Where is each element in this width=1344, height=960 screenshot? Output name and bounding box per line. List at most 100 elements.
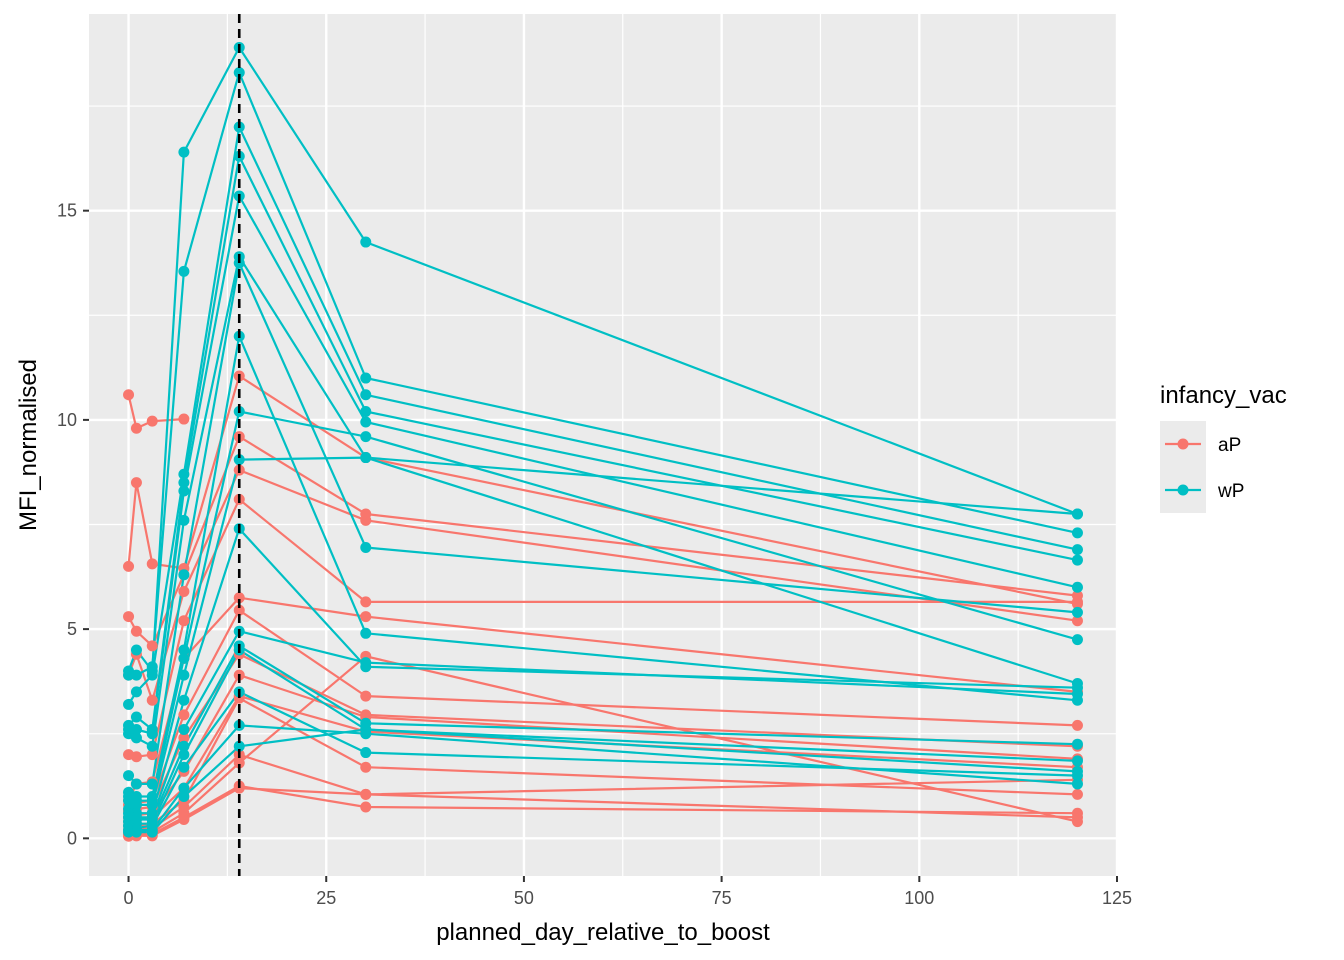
data-point-wP <box>178 265 190 277</box>
x-axis: 0 25 50 75 100 125 <box>124 876 1132 908</box>
data-point-aP <box>1071 719 1083 731</box>
data-point-aP <box>360 611 372 623</box>
data-point-wP <box>1071 688 1083 700</box>
data-point-aP <box>360 788 372 800</box>
data-point-wP <box>123 770 135 782</box>
data-point-wP <box>360 747 372 759</box>
data-point-wP <box>130 826 142 838</box>
data-point-wP <box>178 569 190 581</box>
data-point-aP <box>130 751 142 763</box>
data-point-wP <box>146 728 158 740</box>
data-point-wP <box>146 799 158 811</box>
data-point-aP <box>233 782 245 794</box>
legend-key-point <box>1177 438 1189 450</box>
data-point-aP <box>130 625 142 637</box>
data-point-wP <box>360 542 372 554</box>
data-point-wP <box>360 236 372 248</box>
data-point-wP <box>360 406 372 418</box>
data-point-aP <box>146 558 158 570</box>
data-point-wP <box>360 431 372 443</box>
data-point-wP <box>178 652 190 664</box>
data-point-wP <box>1071 755 1083 767</box>
data-point-wP <box>123 698 135 710</box>
x-tick-label: 75 <box>712 888 732 908</box>
data-point-aP <box>146 694 158 706</box>
data-point-aP <box>233 592 245 604</box>
data-point-wP <box>233 740 245 752</box>
data-point-aP <box>1071 816 1083 828</box>
data-point-wP <box>360 627 372 639</box>
data-point-aP <box>233 604 245 616</box>
data-point-wP <box>178 724 190 736</box>
x-tick-label: 25 <box>316 888 336 908</box>
data-point-wP <box>178 146 190 158</box>
data-point-wP <box>360 657 372 669</box>
data-point-wP <box>1071 527 1083 539</box>
series-points <box>123 41 1083 842</box>
legend-key-point <box>1177 484 1189 496</box>
data-point-aP <box>360 596 372 608</box>
data-point-wP <box>360 372 372 384</box>
data-point-wP <box>360 416 372 428</box>
x-tick-label: 125 <box>1102 888 1132 908</box>
data-point-wP <box>123 826 135 838</box>
data-point-aP <box>123 389 135 401</box>
x-tick-label: 50 <box>514 888 534 908</box>
y-tick-label: 10 <box>57 410 77 430</box>
data-point-wP <box>1071 581 1083 593</box>
data-point-wP <box>178 790 190 802</box>
data-point-aP <box>146 415 158 427</box>
data-point-aP <box>178 413 190 425</box>
data-point-wP <box>130 644 142 656</box>
y-axis: 0 5 10 15 <box>57 201 89 848</box>
data-point-aP <box>123 560 135 572</box>
data-point-aP <box>1071 807 1083 819</box>
y-tick-label: 5 <box>67 619 77 639</box>
data-point-wP <box>146 740 158 752</box>
data-point-wP <box>146 826 158 838</box>
data-point-aP <box>360 690 372 702</box>
data-point-aP <box>178 585 190 597</box>
data-point-aP <box>178 709 190 721</box>
data-point-wP <box>178 749 190 761</box>
data-point-wP <box>233 67 245 79</box>
data-point-wP <box>178 514 190 526</box>
data-point-wP <box>178 740 190 752</box>
data-point-wP <box>178 477 190 489</box>
data-point-wP <box>146 669 158 681</box>
legend-title: infancy_vac <box>1160 382 1287 409</box>
data-point-wP <box>146 661 158 673</box>
y-tick-label: 15 <box>57 201 77 221</box>
data-point-wP <box>130 686 142 698</box>
data-point-aP <box>130 422 142 434</box>
plot-panel <box>89 14 1117 876</box>
data-point-wP <box>1071 765 1083 777</box>
data-point-aP <box>233 757 245 769</box>
data-point-aP <box>360 761 372 773</box>
data-point-aP <box>360 514 372 526</box>
data-point-wP <box>1071 544 1083 556</box>
data-point-wP <box>360 389 372 401</box>
data-point-aP <box>1071 596 1083 608</box>
data-point-wP <box>146 778 158 790</box>
data-point-wP <box>1071 606 1083 618</box>
data-point-wP <box>178 694 190 706</box>
minor-gridlines <box>89 14 1117 876</box>
data-point-wP <box>123 669 135 681</box>
x-tick-label: 0 <box>124 888 134 908</box>
data-point-aP <box>178 615 190 627</box>
data-point-wP <box>130 669 142 681</box>
data-point-wP <box>1071 778 1083 790</box>
data-point-wP <box>360 724 372 736</box>
data-point-wP <box>178 761 190 773</box>
data-point-wP <box>1071 554 1083 566</box>
data-point-wP <box>178 782 190 794</box>
data-point-aP <box>178 814 190 826</box>
data-point-wP <box>1071 634 1083 646</box>
legend-label-aP: aP <box>1218 435 1241 456</box>
legend-label-wP: wP <box>1217 481 1244 502</box>
data-point-wP <box>1071 738 1083 750</box>
data-point-wP <box>130 778 142 790</box>
data-point-wP <box>130 732 142 744</box>
